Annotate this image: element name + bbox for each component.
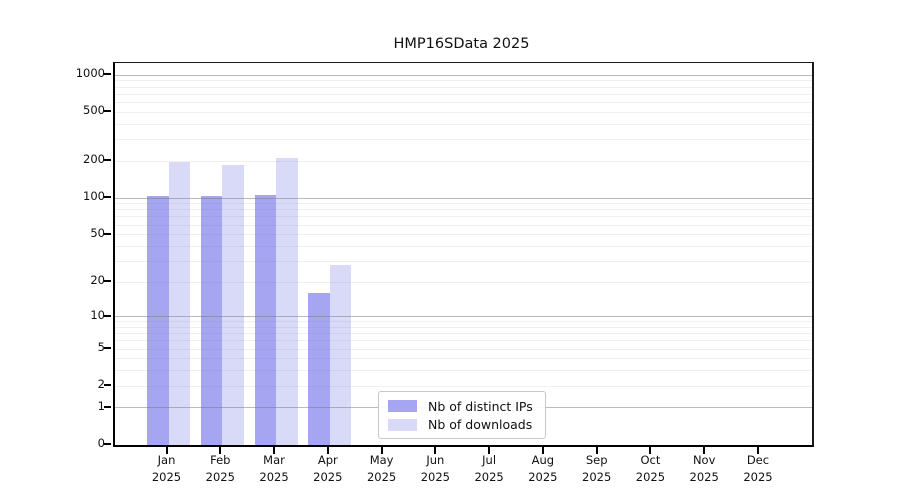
x-tick-mark [380,446,383,454]
minor-gridline [115,358,812,360]
legend-entry-nb-of-downloads: Nb of downloads [388,416,537,435]
bar-nb-of-downloads-jan [168,162,190,445]
x-tick-label-feb: Feb 2025 [205,453,235,484]
bar-nb-of-distinct-ips-jan [147,196,169,445]
y-tick-label: 0 [97,436,105,450]
minor-gridline [115,234,812,236]
legend: Nb of distinct IPs Nb of downloads [378,391,546,439]
y-tick-mark [104,405,111,408]
minor-gridline [115,203,812,205]
x-tick-label-mar: Mar 2025 [259,453,289,484]
x-tick-mark [649,446,652,454]
y-tick-label: 10 [90,307,105,322]
bar-nb-of-downloads-apr [329,264,352,445]
x-tick-label-apr: Apr 2025 [313,453,343,484]
bar-nb-of-distinct-ips-feb [200,196,223,445]
x-tick-label-jul: Jul 2025 [474,453,504,484]
major-gridline [115,74,812,76]
minor-gridline [115,102,812,104]
x-tick-label-aug: Aug 2025 [528,453,558,484]
bar-nb-of-downloads-mar [276,158,298,445]
minor-gridline [115,281,812,283]
minor-gridline [115,348,812,350]
minor-gridline [115,93,812,95]
minor-gridline [115,123,812,125]
x-tick-label-jun: Jun 2025 [420,453,450,484]
minor-gridline [115,139,812,141]
x-tick-mark [756,446,759,454]
legend-swatch-nb-of-distinct-ips [388,400,417,413]
legend-swatch-nb-of-downloads [388,418,417,431]
y-tick-mark [104,280,111,283]
major-gridline [115,316,812,318]
y-tick-mark [104,159,111,162]
x-tick-mark [703,446,706,454]
minor-gridline [115,370,812,372]
x-tick-mark [273,446,276,454]
y-tick-label: 1000 [75,66,105,81]
minor-gridline [115,80,812,82]
y-tick-mark [104,110,111,113]
y-tick-mark [104,314,111,317]
y-tick-mark [104,384,111,387]
legend-label: Nb of downloads [428,417,533,433]
minor-gridline [115,224,812,226]
legend-entry-nb-of-distinct-ips: Nb of distinct IPs [388,397,537,416]
minor-gridline [115,326,812,328]
minor-gridline [115,86,812,88]
x-tick-mark [488,446,491,454]
minor-gridline [115,340,812,342]
minor-gridline [115,245,812,247]
x-tick-label-dec: Dec 2025 [743,453,773,484]
bar-nb-of-downloads-feb [222,165,244,445]
bar-nb-of-distinct-ips-mar [254,194,277,445]
x-tick-label-jan: Jan 2025 [151,453,182,484]
y-tick-mark [104,232,111,235]
legend-label: Nb of distinct IPs [428,398,533,414]
major-gridline [115,197,812,199]
minor-gridline [115,216,812,218]
y-tick-label: 20 [90,273,105,288]
x-tick-mark [434,446,437,454]
y-tick-label: 100 [83,189,105,204]
y-tick-label: 1 [97,398,105,413]
y-tick-mark [104,196,111,199]
y-tick-label: 5 [97,340,105,355]
x-tick-label-oct: Oct 2025 [635,453,666,484]
x-tick-mark [165,446,168,454]
x-tick-mark [219,446,222,454]
y-tick-label: 2 [97,377,105,392]
y-tick-label: 500 [83,103,105,118]
bar-nb-of-distinct-ips-apr [308,293,330,445]
y-tick-mark [104,73,111,76]
minor-gridline [115,260,812,262]
plot-area [113,62,814,447]
y-tick-mark [104,443,111,445]
minor-gridline [115,321,812,323]
x-tick-mark [595,446,598,454]
minor-gridline [115,160,812,162]
minor-gridline [115,333,812,335]
y-tick-label: 50 [90,225,105,240]
x-tick-mark [326,446,329,454]
minor-gridline [115,209,812,211]
x-tick-label-sep: Sep 2025 [582,453,612,484]
x-tick-label-nov: Nov 2025 [689,453,719,484]
x-tick-mark [541,446,544,454]
minor-gridline [115,385,812,387]
y-tick-label: 200 [83,152,105,167]
y-tick-mark [104,347,111,350]
x-tick-label-may: May 2025 [366,453,397,484]
chart-title: HMP16SData 2025 [393,36,530,52]
minor-gridline [115,111,812,113]
